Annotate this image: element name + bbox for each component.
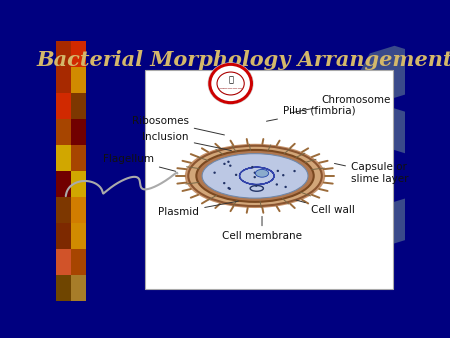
Ellipse shape — [284, 186, 287, 188]
Ellipse shape — [277, 170, 279, 172]
Bar — [56, 275, 71, 301]
Text: Capsule or
slime layer: Capsule or slime layer — [334, 163, 409, 184]
Ellipse shape — [229, 165, 231, 167]
Ellipse shape — [208, 63, 253, 104]
Ellipse shape — [223, 182, 225, 184]
Text: Cell membrane: Cell membrane — [222, 216, 302, 241]
Ellipse shape — [251, 166, 253, 168]
Bar — [71, 67, 86, 93]
Bar — [56, 171, 71, 197]
Bar — [56, 119, 71, 145]
Bar — [56, 145, 71, 171]
Bar — [56, 223, 71, 249]
Bar — [56, 41, 86, 301]
Text: Bacterial Morphology Arrangement: Bacterial Morphology Arrangement — [36, 50, 450, 70]
Ellipse shape — [293, 170, 296, 172]
Ellipse shape — [227, 161, 230, 163]
Bar — [71, 197, 86, 223]
Bar — [71, 41, 86, 67]
Ellipse shape — [188, 146, 322, 206]
Polygon shape — [279, 103, 450, 249]
Ellipse shape — [282, 174, 284, 176]
Ellipse shape — [275, 183, 278, 186]
Text: Ribosomes: Ribosomes — [132, 116, 225, 135]
Bar — [56, 249, 71, 275]
Bar — [71, 275, 86, 301]
Ellipse shape — [202, 154, 308, 198]
Ellipse shape — [185, 144, 325, 208]
Bar — [56, 41, 71, 67]
Polygon shape — [335, 145, 419, 207]
Bar — [56, 197, 71, 223]
Ellipse shape — [235, 174, 237, 176]
Text: Inclusion: Inclusion — [142, 132, 231, 151]
Text: Pilus (fimbria): Pilus (fimbria) — [266, 106, 356, 121]
Text: 📖: 📖 — [228, 75, 233, 84]
FancyBboxPatch shape — [145, 71, 393, 289]
Ellipse shape — [255, 185, 257, 187]
Ellipse shape — [196, 150, 314, 202]
Bar — [56, 67, 71, 93]
Text: Plasmid: Plasmid — [158, 201, 238, 217]
Bar — [71, 171, 86, 197]
Ellipse shape — [256, 169, 269, 177]
Text: Cell wall: Cell wall — [296, 200, 355, 215]
Text: —————: ————— — [218, 87, 243, 92]
Bar — [56, 93, 71, 119]
Ellipse shape — [213, 171, 216, 174]
Ellipse shape — [253, 176, 256, 178]
Bar — [71, 223, 86, 249]
Text: Chromosome: Chromosome — [291, 95, 391, 113]
Ellipse shape — [223, 163, 225, 165]
Bar — [71, 249, 86, 275]
Polygon shape — [360, 46, 429, 98]
Ellipse shape — [254, 171, 256, 174]
Bar — [71, 93, 86, 119]
Bar — [71, 145, 86, 171]
Text: Flagellum: Flagellum — [103, 154, 176, 171]
Ellipse shape — [229, 188, 231, 190]
Ellipse shape — [227, 187, 230, 189]
Bar — [71, 119, 86, 145]
